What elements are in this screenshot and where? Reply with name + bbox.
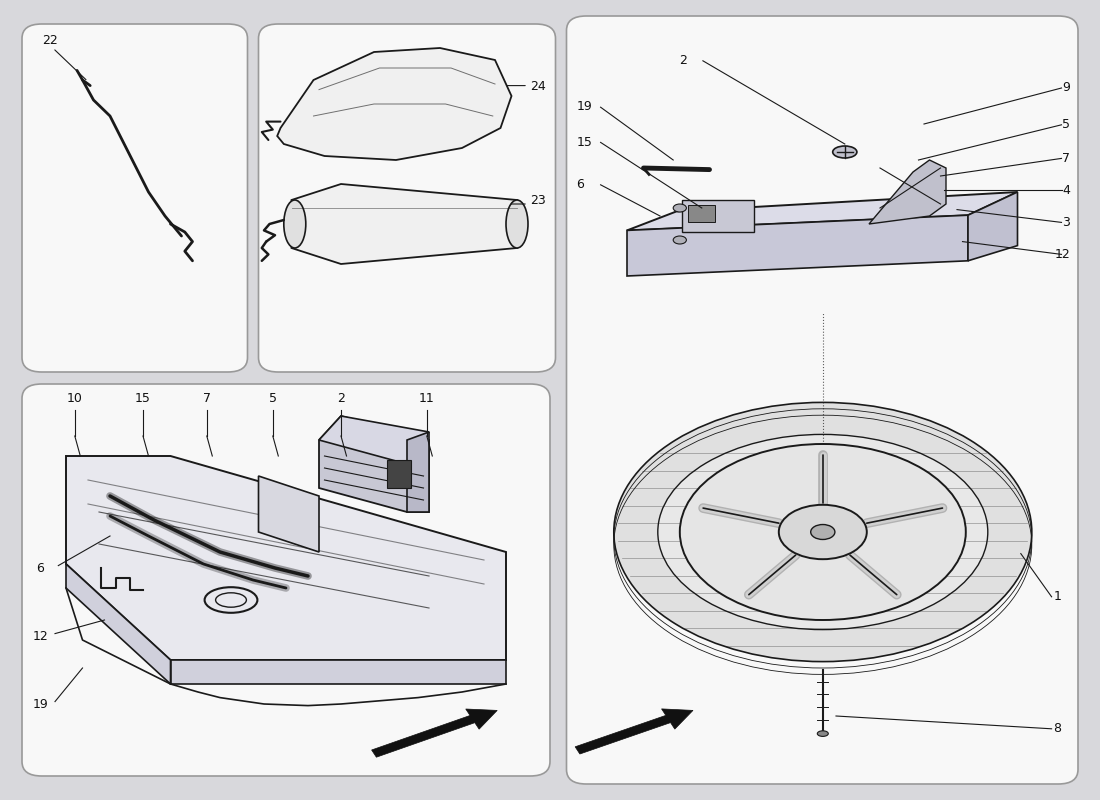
Text: 5: 5 (268, 392, 277, 405)
Text: 6: 6 (576, 178, 584, 191)
Text: 24: 24 (530, 80, 546, 93)
Text: 8: 8 (1054, 722, 1062, 735)
Ellipse shape (833, 146, 857, 158)
Text: 7: 7 (1063, 151, 1070, 165)
Text: 2: 2 (679, 54, 686, 67)
Text: 22: 22 (42, 34, 57, 47)
Text: 9: 9 (1063, 82, 1070, 94)
Bar (682, 200, 754, 232)
Polygon shape (258, 476, 319, 552)
Polygon shape (277, 48, 512, 160)
Ellipse shape (614, 402, 1032, 662)
Polygon shape (575, 709, 693, 754)
Text: 23: 23 (530, 194, 546, 207)
Ellipse shape (811, 525, 835, 539)
Text: 4: 4 (1063, 184, 1070, 197)
FancyBboxPatch shape (22, 384, 550, 776)
Polygon shape (170, 660, 506, 684)
Ellipse shape (779, 505, 867, 559)
Polygon shape (869, 160, 946, 224)
FancyBboxPatch shape (258, 24, 556, 372)
Polygon shape (968, 192, 1018, 261)
Text: 11: 11 (419, 392, 435, 405)
Bar (688, 205, 715, 222)
Ellipse shape (673, 204, 686, 212)
Text: 19: 19 (33, 698, 48, 711)
FancyBboxPatch shape (566, 16, 1078, 784)
Text: 2: 2 (337, 392, 345, 405)
Text: 6: 6 (36, 562, 44, 575)
Polygon shape (627, 215, 968, 276)
Polygon shape (319, 416, 429, 512)
Text: 12: 12 (1055, 247, 1070, 261)
Text: 12: 12 (33, 630, 48, 643)
Ellipse shape (673, 236, 686, 244)
Polygon shape (372, 709, 497, 758)
Text: 15: 15 (135, 392, 151, 405)
Text: 10: 10 (67, 392, 82, 405)
Text: 19: 19 (576, 100, 592, 114)
Text: 3: 3 (1063, 215, 1070, 229)
Ellipse shape (284, 200, 306, 248)
Ellipse shape (658, 434, 988, 630)
Text: 1: 1 (1054, 590, 1062, 603)
Polygon shape (319, 416, 429, 464)
Ellipse shape (680, 444, 966, 620)
Bar (387, 460, 411, 488)
Polygon shape (627, 192, 1018, 230)
Ellipse shape (506, 200, 528, 248)
FancyBboxPatch shape (22, 24, 248, 372)
Polygon shape (66, 564, 170, 684)
Ellipse shape (817, 731, 828, 736)
Text: 15: 15 (576, 135, 592, 149)
Text: 5: 5 (1063, 118, 1070, 131)
Polygon shape (66, 456, 506, 660)
Text: 7: 7 (202, 392, 211, 405)
Polygon shape (407, 432, 429, 512)
Polygon shape (292, 184, 517, 264)
